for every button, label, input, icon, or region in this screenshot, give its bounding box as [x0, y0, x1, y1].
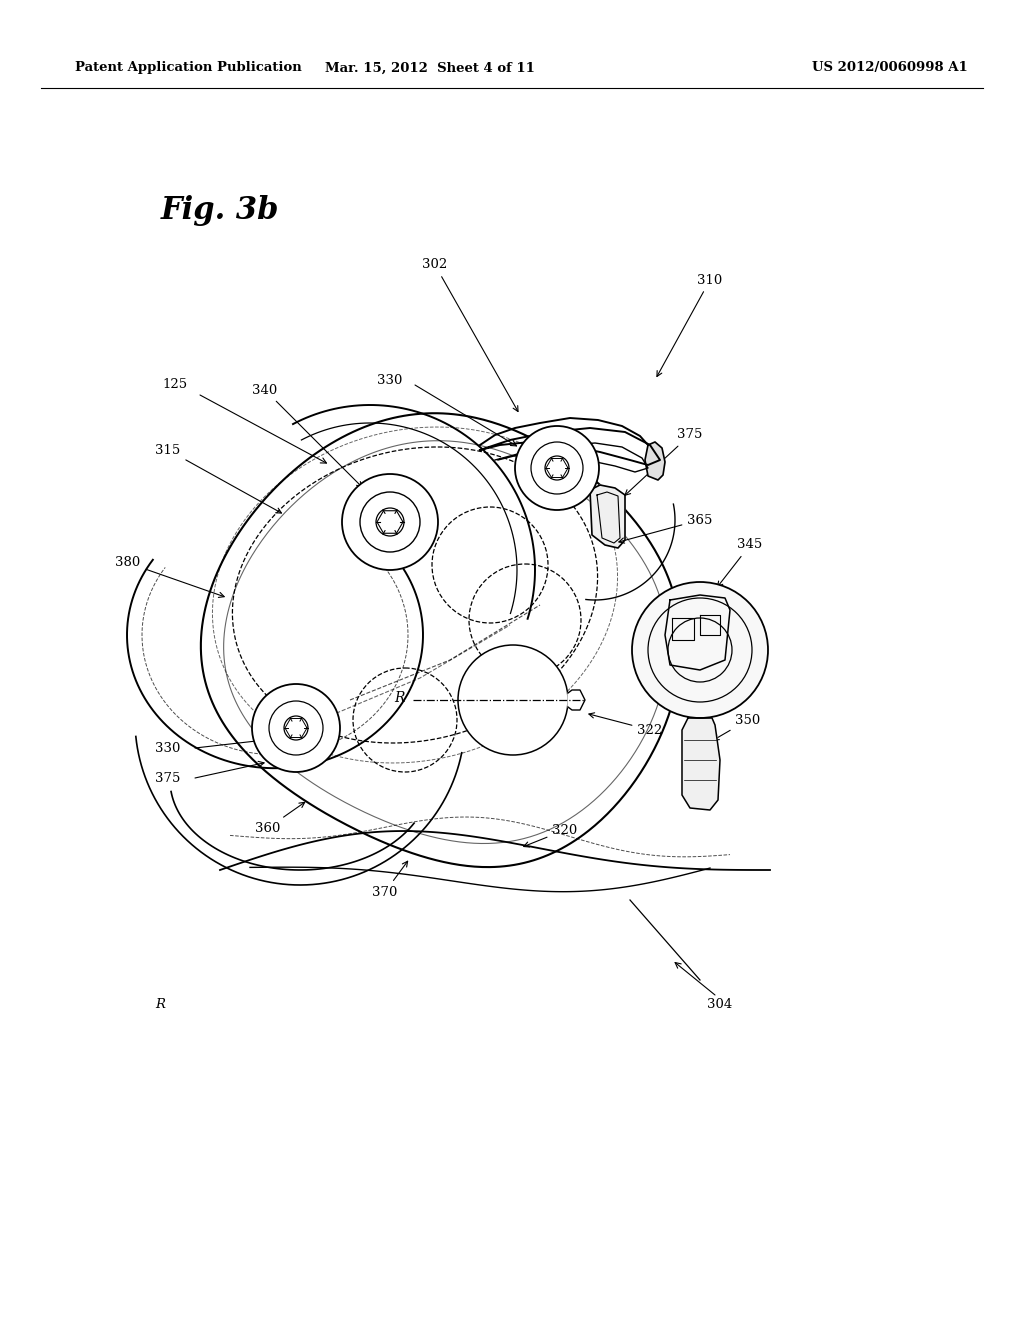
Text: Fig. 3b: Fig. 3b: [161, 194, 280, 226]
Text: 365: 365: [618, 513, 713, 543]
Text: R: R: [394, 690, 406, 705]
Text: 125: 125: [163, 379, 187, 392]
Text: 340: 340: [252, 384, 362, 487]
Text: Patent Application Publication: Patent Application Publication: [75, 62, 302, 74]
Circle shape: [458, 645, 568, 755]
Text: 320: 320: [523, 824, 578, 847]
Polygon shape: [645, 442, 665, 480]
Text: 345: 345: [718, 539, 763, 587]
Circle shape: [632, 582, 768, 718]
Text: 370: 370: [373, 861, 408, 899]
Text: 375: 375: [625, 429, 702, 495]
Text: 302: 302: [422, 259, 518, 412]
Circle shape: [342, 474, 438, 570]
Polygon shape: [590, 484, 625, 548]
Text: 304: 304: [708, 998, 732, 1011]
Text: Mar. 15, 2012  Sheet 4 of 11: Mar. 15, 2012 Sheet 4 of 11: [325, 62, 535, 74]
Circle shape: [515, 426, 599, 510]
Text: 330: 330: [377, 374, 402, 387]
Text: 330: 330: [156, 742, 180, 755]
Text: 375: 375: [156, 771, 180, 784]
Text: 350: 350: [714, 714, 761, 741]
Text: 315: 315: [156, 444, 282, 513]
Circle shape: [545, 455, 569, 480]
Circle shape: [284, 715, 308, 741]
Polygon shape: [568, 690, 585, 710]
Text: 310: 310: [657, 273, 723, 376]
Circle shape: [252, 684, 340, 772]
Text: 322: 322: [589, 713, 663, 737]
Polygon shape: [665, 595, 730, 671]
Text: R: R: [155, 998, 165, 1011]
Polygon shape: [682, 718, 720, 810]
Circle shape: [376, 508, 404, 536]
Text: 380: 380: [116, 557, 224, 598]
Text: US 2012/0060998 A1: US 2012/0060998 A1: [812, 62, 968, 74]
Text: 360: 360: [255, 803, 305, 834]
